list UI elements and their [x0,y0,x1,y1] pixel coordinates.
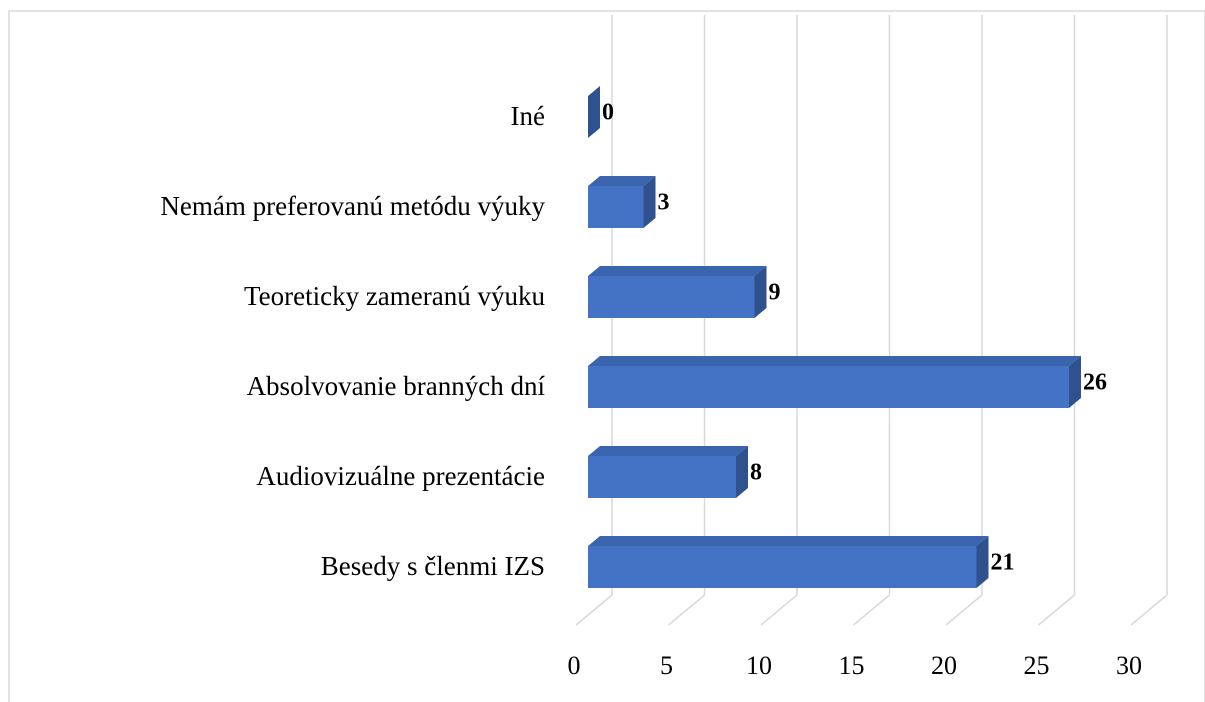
category-label: Iné [511,101,545,131]
bar-top [588,356,1081,366]
data-label: 21 [991,550,1015,576]
floor-line [853,594,890,626]
floor-line [760,594,798,626]
bar [588,356,1081,408]
bar-front [588,456,736,498]
bar-front [588,276,755,318]
category-label: Besedy s členmi IZS [321,551,545,581]
floor-line [575,594,613,626]
x-tick-label: 10 [746,651,772,680]
floor-line [945,594,983,626]
floor-line [1130,594,1168,626]
bar-side [976,536,989,588]
x-tick-label: 30 [1116,651,1142,680]
floor-line [668,594,705,626]
bar-side [1069,356,1081,408]
bar-side [643,176,656,228]
bar-top [588,176,656,186]
category-label: Audiovizuálne prezentácie [256,461,545,491]
bar [588,536,989,588]
category-label: Teoreticky zameranú výuku [244,281,545,311]
category-label: Absolvovanie branných dní [247,371,546,401]
data-label: 8 [750,460,762,486]
bar-side [588,86,600,138]
bar-top [588,446,748,456]
data-label: 0 [602,100,614,126]
bar [588,86,600,138]
x-tick-label: 15 [839,651,865,680]
bar-front [588,546,977,588]
floor-line [1038,594,1075,626]
bar [588,176,656,228]
bar-front [588,366,1069,408]
x-tick-label: 0 [568,651,581,680]
chart-border [8,10,1205,702]
bar-top [588,266,767,276]
bar [588,446,748,498]
bar-front [588,186,644,228]
bar-side [736,446,748,498]
data-label: 26 [1083,370,1107,396]
x-tick-label: 5 [660,651,673,680]
bar-top [588,536,989,546]
data-label: 3 [658,190,670,216]
bar-side [754,266,767,318]
x-tick-label: 20 [931,651,957,680]
x-tick-label: 25 [1024,651,1050,680]
bar [588,266,767,318]
data-label: 9 [769,280,781,306]
category-label: Nemám preferovanú metódu výuky [160,191,545,221]
